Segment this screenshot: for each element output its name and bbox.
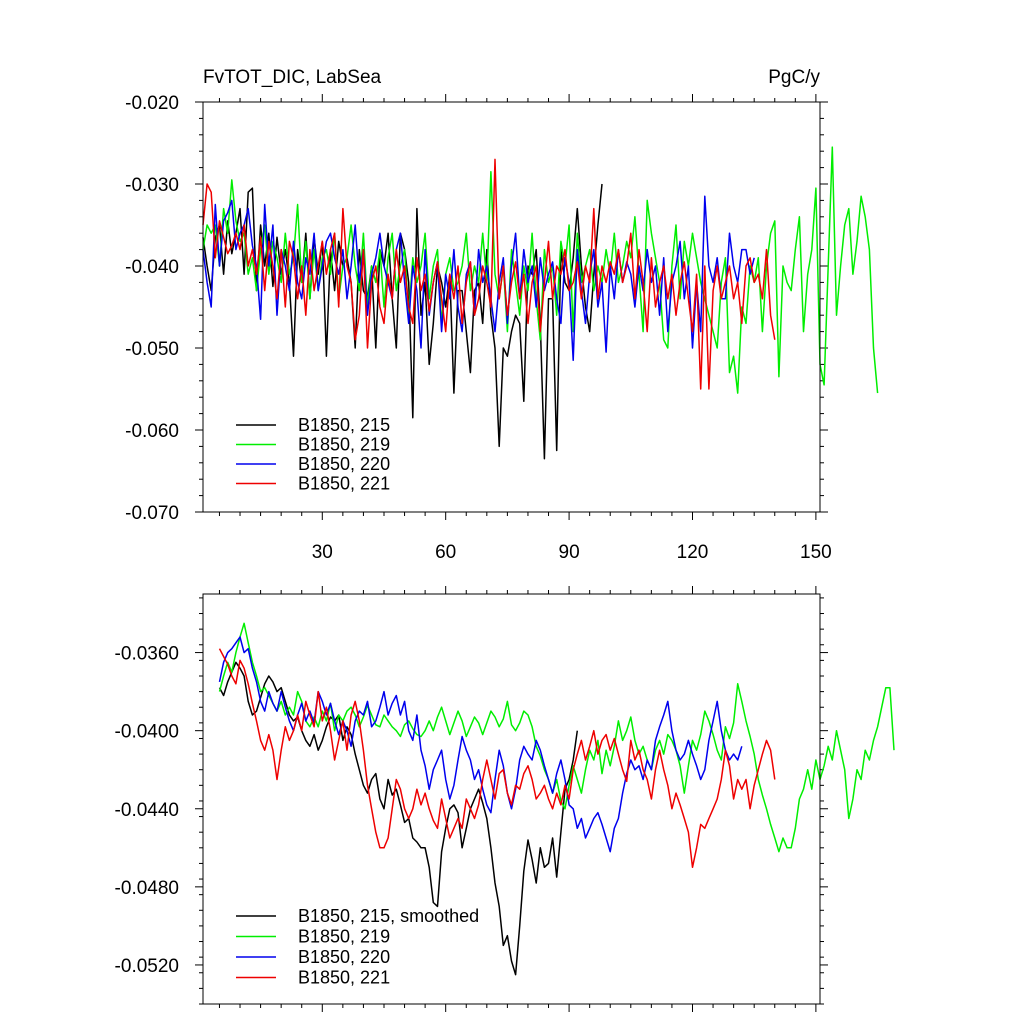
bottom-ticks (195, 586, 828, 1012)
series-line-b1850-220 (202, 195, 755, 362)
bottom-y-axis: -0.0360 -0.0400 -0.0440 -0.0480 -0.0520 (115, 644, 179, 977)
legend-label: B1850, 220 (298, 947, 390, 967)
series-line-b1850-215 (202, 183, 603, 460)
legend-label: B1850, 220 (298, 454, 390, 474)
bottom-plot-frame (202, 593, 821, 1005)
legend-label: B1850, 221 (298, 474, 390, 494)
y-tick-label: -0.030 (125, 175, 179, 196)
top-panel: FvTOT_DIC, LabSea PgC/y -0.020-0.030-0.0… (125, 67, 879, 563)
top-plot-area (202, 146, 879, 460)
series-line-b1850-215-smoothed (218, 661, 579, 976)
bottom-plot-area (218, 622, 895, 976)
series-line-b1850-221 (202, 158, 776, 390)
y-tick-label: -0.0480 (115, 878, 179, 899)
top-title-left: FvTOT_DIC, LabSea (203, 67, 382, 88)
legend-label: B1850, 219 (298, 927, 390, 947)
y-tick-label: -0.0520 (115, 956, 179, 977)
top-ticks (195, 94, 828, 520)
top-x-axis: 30 60 90 120 150 (312, 542, 832, 563)
top-title-right: PgC/y (768, 67, 820, 88)
legend-label: B1850, 215 (298, 415, 390, 435)
y-tick-label: -0.050 (125, 339, 179, 360)
legend-label: B1850, 221 (298, 968, 390, 988)
y-tick-label: -0.060 (125, 421, 179, 442)
y-tick-label: -0.040 (125, 257, 179, 278)
top-plot-frame (202, 101, 821, 513)
x-tick-label: 120 (677, 542, 709, 563)
series-line-b1850-221 (218, 648, 776, 869)
x-tick-label: 30 (312, 542, 333, 563)
x-tick-label: 90 (559, 542, 580, 563)
y-tick-label: -0.020 (125, 93, 179, 114)
y-tick-label: -0.070 (125, 503, 179, 524)
legend-label: B1850, 219 (298, 435, 390, 455)
y-tick-label: -0.0400 (115, 722, 179, 743)
series-line-b1850-220 (218, 636, 743, 853)
top-y-axis: -0.020 -0.030 -0.040 -0.050 -0.060 -0.070 (125, 93, 179, 524)
legend-label: B1850, 215, smoothed (298, 906, 479, 926)
bottom-panel: -0.0360 -0.0400 -0.0440 -0.0480 -0.0520 B185… (115, 586, 895, 1012)
y-tick-label: -0.0360 (115, 644, 179, 665)
y-tick-label: -0.0440 (115, 800, 179, 821)
x-tick-label: 60 (435, 542, 456, 563)
x-tick-label: 150 (800, 542, 832, 563)
series-line-b1850-219 (202, 146, 879, 394)
series-line-b1850-219 (218, 622, 895, 853)
